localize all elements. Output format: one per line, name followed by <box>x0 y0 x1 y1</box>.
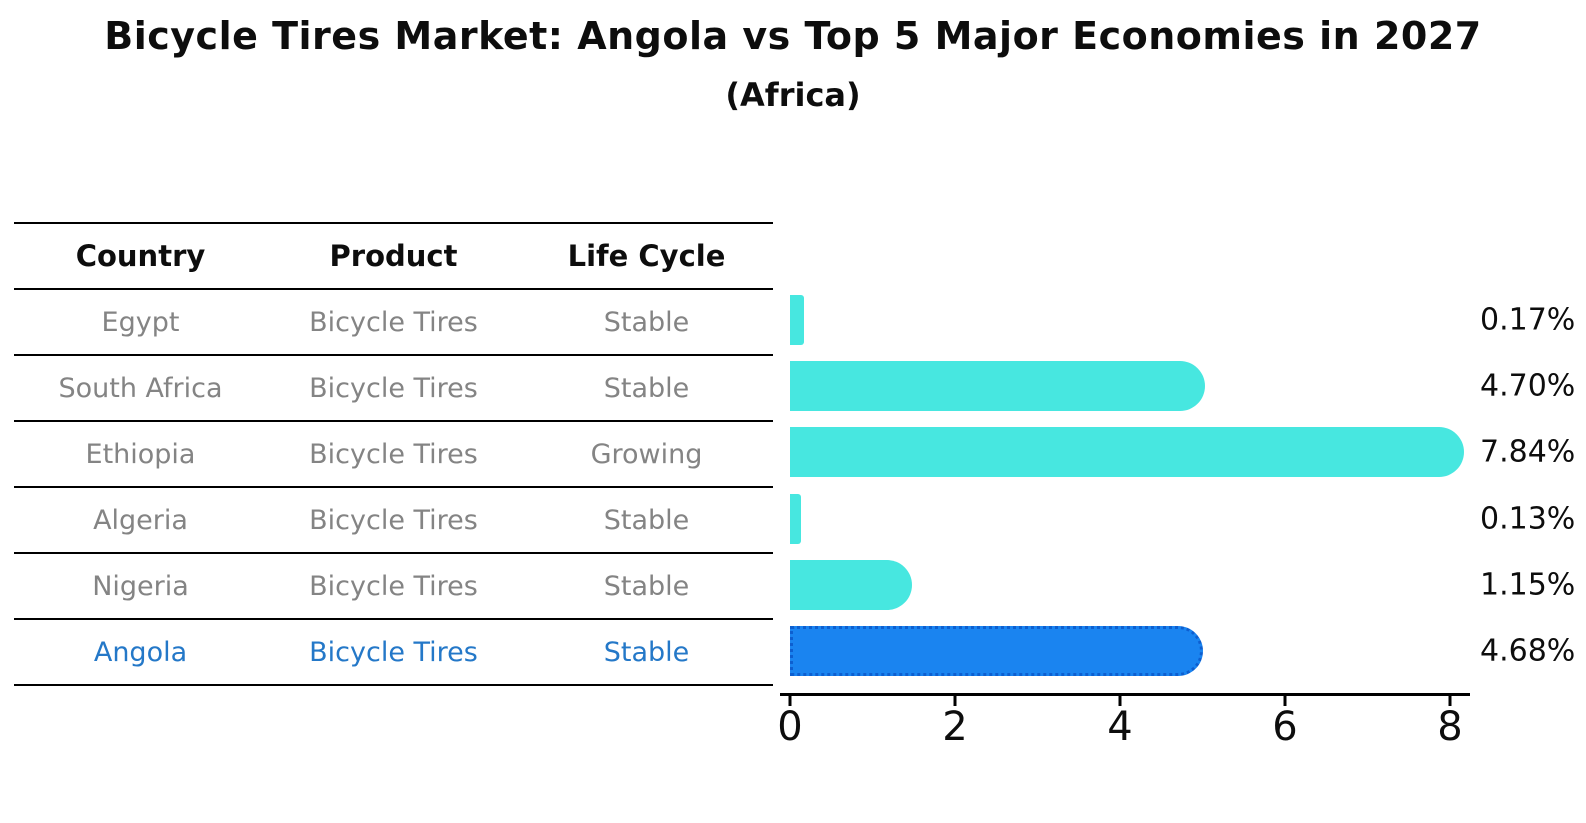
x-axis-tick <box>788 696 792 706</box>
country-cell: Egypt <box>101 306 180 338</box>
bar-row-egypt: 0.17% <box>790 287 1580 353</box>
bar-nigeria <box>790 559 912 610</box>
life-cycle-cell: Growing <box>590 438 703 470</box>
product-cell: Bicycle Tires <box>309 636 478 668</box>
table-row: Algeria Bicycle Tires Stable <box>14 488 773 554</box>
value-label: 7.84% <box>1480 434 1576 470</box>
product-cell: Bicycle Tires <box>309 504 478 536</box>
table-row-angola: Angola Bicycle Tires Stable <box>14 620 773 686</box>
bar-row-algeria: 0.13% <box>790 486 1580 552</box>
value-label: 1.15% <box>1480 567 1576 603</box>
product-cell: Bicycle Tires <box>309 306 478 338</box>
x-axis-tick <box>1283 696 1287 706</box>
bar-row-ethiopia: 7.84% <box>790 419 1580 485</box>
table-header-row: Country Product Life Cycle <box>14 224 773 290</box>
table-row: Egypt Bicycle Tires Stable <box>14 290 773 356</box>
x-axis-tick-label: 6 <box>1272 704 1298 750</box>
column-header-product: Product <box>329 239 458 273</box>
bar-row-angola: 4.68% <box>790 618 1580 684</box>
bar-egypt <box>790 295 805 346</box>
column-header-life-cycle: Life Cycle <box>567 239 726 273</box>
column-header-country: Country <box>75 239 206 273</box>
country-cell: Ethiopia <box>85 438 196 470</box>
bar-algeria <box>790 493 801 544</box>
product-cell: Bicycle Tires <box>309 372 478 404</box>
chart-title: Bicycle Tires Market: Angola vs Top 5 Ma… <box>104 14 1482 58</box>
x-axis-tick <box>1118 696 1122 706</box>
table-row: Nigeria Bicycle Tires Stable <box>14 554 773 620</box>
bar-angola-highlighted <box>790 625 1204 676</box>
life-cycle-cell: Stable <box>603 372 690 404</box>
bar-south-africa <box>790 361 1205 412</box>
bar-ethiopia <box>790 427 1464 478</box>
life-cycle-cell: Stable <box>603 306 690 338</box>
x-axis-line <box>780 693 1470 696</box>
country-cell: Nigeria <box>92 570 189 602</box>
x-axis-tick-label: 4 <box>1107 704 1133 750</box>
table-row: Ethiopia Bicycle Tires Growing <box>14 422 773 488</box>
product-cell: Bicycle Tires <box>309 438 478 470</box>
chart-subtitle: (Africa) <box>725 76 861 114</box>
value-label: 0.13% <box>1480 501 1576 537</box>
country-cell: Algeria <box>93 504 188 536</box>
country-cell: South Africa <box>58 372 223 404</box>
value-label: 0.17% <box>1480 302 1576 338</box>
summary-table: Country Product Life Cycle Egypt Bicycle… <box>14 222 773 686</box>
value-label: 4.70% <box>1480 368 1576 404</box>
bar-row-south-africa: 4.70% <box>790 353 1580 419</box>
bar-plot: 0.17% 4.70% 7.84% 0.13% 1.15% 4.68% <box>790 287 1580 684</box>
x-axis-tick-label: 8 <box>1437 704 1463 750</box>
x-axis-tick-label: 2 <box>942 704 968 750</box>
country-cell: Angola <box>93 636 188 668</box>
bar-row-nigeria: 1.15% <box>790 552 1580 618</box>
product-cell: Bicycle Tires <box>309 570 478 602</box>
life-cycle-cell: Stable <box>603 636 690 668</box>
value-label: 4.68% <box>1480 633 1576 669</box>
x-axis-tick <box>953 696 957 706</box>
life-cycle-cell: Stable <box>603 570 690 602</box>
life-cycle-cell: Stable <box>603 504 690 536</box>
x-axis-tick-label: 0 <box>777 704 803 750</box>
table-row: South Africa Bicycle Tires Stable <box>14 356 773 422</box>
x-axis-tick <box>1448 696 1452 706</box>
